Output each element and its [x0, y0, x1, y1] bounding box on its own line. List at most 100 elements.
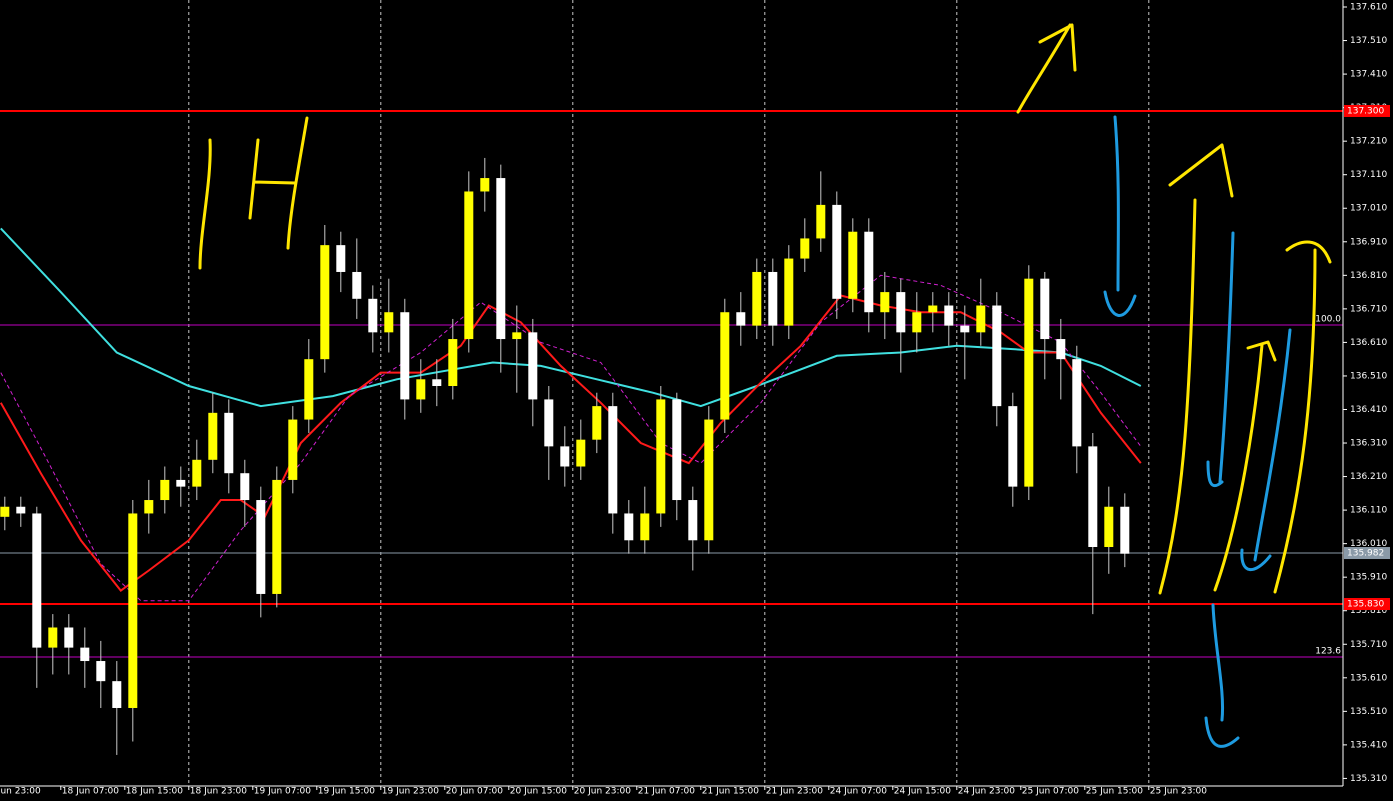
hand-drawings	[198, 23, 1332, 748]
candle-body	[432, 379, 442, 387]
y-tick-label: 136.110	[1350, 506, 1387, 516]
candle-body	[176, 479, 186, 487]
candle-body	[288, 419, 298, 480]
plot-area	[0, 0, 1343, 786]
indicator-line	[0, 274, 1142, 602]
candle-body	[352, 271, 362, 299]
candle-body	[544, 399, 554, 447]
x-tick-label: 19 Jun 15:00	[318, 787, 375, 797]
candle-body	[624, 513, 634, 541]
x-tick-label: 20 Jun 15:00	[510, 787, 567, 797]
x-tick-label: 21 Jun 07:00	[638, 787, 695, 797]
candle-body	[1120, 506, 1130, 554]
candle-body	[1104, 506, 1114, 547]
candle-body	[336, 245, 346, 272]
candle-body	[496, 178, 506, 340]
candle-body	[160, 479, 170, 501]
candle-body	[448, 339, 458, 387]
candle-body	[976, 305, 986, 333]
candle-body	[32, 513, 42, 648]
candle-body	[1056, 339, 1066, 360]
candle-body	[368, 298, 378, 333]
y-tick-label: 135.310	[1350, 774, 1387, 784]
x-tick-label: 21 Jun 23:00	[766, 787, 823, 797]
level-label: 137.300	[1347, 106, 1384, 116]
candle-body	[112, 681, 122, 708]
y-tick-label: 136.910	[1350, 237, 1387, 247]
candle-body	[16, 506, 26, 514]
candle-body	[848, 231, 858, 299]
candle-body	[560, 446, 570, 467]
candle-body	[688, 500, 698, 541]
y-tick-label: 137.210	[1350, 137, 1387, 147]
y-tick-label: 137.010	[1350, 204, 1387, 214]
candle-body	[1008, 406, 1018, 487]
drawing	[248, 116, 309, 250]
candle-body	[480, 178, 490, 192]
candle-body	[672, 399, 682, 501]
y-tick-label: 135.810	[1350, 606, 1387, 616]
x-tick-label: 25 Jun 07:00	[1022, 787, 1079, 797]
candle-body	[464, 191, 474, 340]
candle-body	[880, 292, 890, 313]
y-tick-label: 137.410	[1350, 70, 1387, 80]
candle-body	[0, 506, 10, 517]
candle-body	[192, 459, 202, 487]
level-box	[1344, 547, 1390, 560]
candle-body	[416, 379, 426, 400]
candle-body	[48, 627, 58, 648]
candle-body	[240, 473, 250, 501]
x-tick-label: 25 Jun 15:00	[1086, 787, 1143, 797]
candle-body	[592, 406, 602, 440]
y-tick-label: 136.210	[1350, 472, 1387, 482]
candle-body	[1072, 359, 1082, 447]
x-tick-label: 20 Jun 23:00	[574, 787, 631, 797]
level-label: 100.0	[1315, 314, 1341, 324]
candle-body	[528, 332, 538, 400]
x-tick-label: 24 Jun 07:00	[830, 787, 887, 797]
candle-body	[1040, 278, 1050, 340]
level-box	[1344, 598, 1390, 611]
y-tick-label: 137.610	[1350, 3, 1387, 13]
candle-body	[784, 258, 794, 326]
x-tick-label: 25 Jun 23:00	[1150, 787, 1207, 797]
x-tick-label: 20 Jun 07:00	[446, 787, 503, 797]
drawing	[1273, 240, 1332, 594]
drawing	[1204, 603, 1240, 748]
y-tick-label: 136.610	[1350, 338, 1387, 348]
y-tick-label: 137.510	[1350, 36, 1387, 46]
drawing	[198, 138, 212, 270]
y-tick-label: 136.510	[1350, 371, 1387, 381]
level-label: 123.6	[1315, 647, 1341, 657]
candle-body	[144, 500, 154, 514]
candle-body	[944, 305, 954, 326]
candle-body	[736, 312, 746, 326]
y-tick-label: 136.010	[1350, 539, 1387, 549]
candle-body	[1024, 278, 1034, 487]
level-label: 135.830	[1347, 600, 1384, 610]
x-tick-label: 18 Jun 23:00	[190, 787, 247, 797]
level-label: 135.982	[1347, 549, 1384, 559]
y-tick-label: 136.310	[1350, 439, 1387, 449]
candle-body	[960, 325, 970, 333]
x-tick-label: 19 Jun 23:00	[382, 787, 439, 797]
drawing	[1213, 340, 1277, 592]
x-tick-label: 18 Jun 15:00	[126, 787, 183, 797]
y-tick-label: 135.910	[1350, 573, 1387, 583]
y-tick-label: 135.410	[1350, 740, 1387, 750]
candle-body	[272, 479, 282, 594]
y-tick-label: 135.610	[1350, 673, 1387, 683]
candle-body	[80, 647, 90, 662]
candle-body	[576, 439, 586, 467]
x-tick-label: 21 Jun 15:00	[702, 787, 759, 797]
candle-body	[384, 312, 394, 333]
candle-body	[320, 245, 330, 360]
drawing	[1240, 328, 1292, 572]
candle-body	[96, 661, 106, 682]
candle-body	[64, 627, 74, 648]
candle-body	[304, 359, 314, 420]
drawing	[1016, 23, 1077, 114]
drawing	[1103, 115, 1137, 317]
drawing	[1206, 231, 1235, 488]
